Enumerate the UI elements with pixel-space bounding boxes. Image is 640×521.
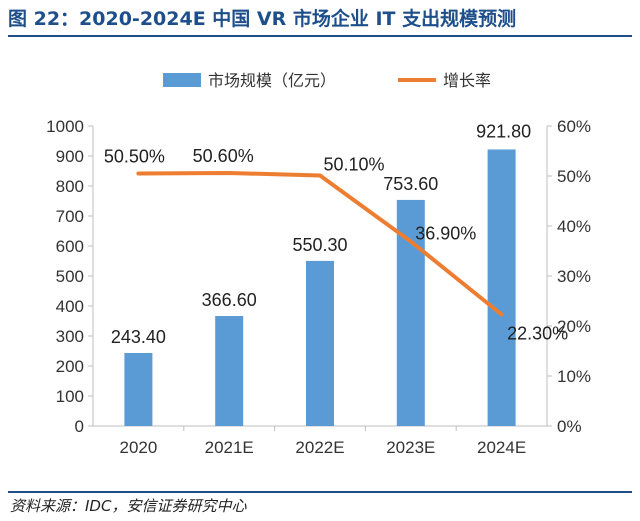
source-note: 资料来源：IDC，安信证券研究中心: [10, 497, 247, 515]
y-right-tick-label: 60%: [557, 117, 591, 136]
bar: [487, 149, 516, 426]
bar-value-label: 550.30: [292, 235, 347, 255]
y-left-tick-label: 600: [56, 237, 84, 256]
bar: [215, 316, 244, 426]
line-value-label: 22.30%: [507, 324, 568, 344]
line-value-label: 36.90%: [415, 224, 476, 244]
bar-value-label: 753.60: [383, 174, 438, 194]
legend-swatch-bar: [163, 73, 201, 87]
y-left-tick-label: 900: [56, 147, 84, 166]
y-right-tick-label: 50%: [557, 167, 591, 186]
y-left-tick-label: 0: [75, 417, 84, 436]
y-left-tick-label: 200: [56, 357, 84, 376]
growth-line: [136, 171, 504, 317]
y-left-tick-label: 700: [56, 207, 84, 226]
bar-value-label: 921.80: [476, 121, 531, 141]
source-divider: [8, 491, 632, 493]
axes: 0 100 200 300 400 500 600 700 800 900 1000 0% 10% 20%…: [46, 117, 591, 457]
line-series: [136, 171, 504, 317]
line-value-label: 50.60%: [193, 146, 254, 166]
x-tick-label: 2021E: [205, 438, 254, 457]
y-left-tick-label: 800: [56, 177, 84, 196]
y-left-tick-label: 300: [56, 327, 84, 346]
y-left-tick-label: 100: [56, 387, 84, 406]
legend-label-bar: 市场规模（亿元）: [208, 72, 336, 90]
y-right-tick-label: 20%: [557, 317, 591, 336]
bar-value-label: 366.60: [202, 290, 257, 310]
title-divider: [8, 35, 632, 37]
x-tick-label: 2020: [119, 438, 157, 457]
bar-series: [124, 149, 516, 426]
y-right-tick-label: 10%: [557, 367, 591, 386]
y-right-tick-label: 30%: [557, 267, 591, 286]
y-left-tick-label: 1000: [46, 117, 84, 136]
bar: [124, 352, 153, 426]
legend: 市场规模（亿元） 增长率: [163, 72, 491, 90]
chart-title: 图 22：2020-2024E 中国 VR 市场企业 IT 支出规模预测: [8, 8, 517, 30]
y-left-tick-label: 400: [56, 297, 84, 316]
x-tick-label: 2024E: [477, 438, 526, 457]
bar-value-label: 243.40: [111, 327, 166, 347]
y-right-tick-label: 0%: [557, 417, 582, 436]
x-tick-label: 2023E: [386, 438, 435, 457]
y-left-tick-label: 500: [56, 267, 84, 286]
line-value-label: 50.10%: [323, 155, 384, 175]
bar: [306, 260, 334, 426]
x-tick-label: 2022E: [295, 438, 344, 457]
data-labels: 243.40 366.60 550.30 753.60 921.80 50.50% 50.6…: [104, 121, 568, 347]
legend-label-line: 增长率: [443, 72, 491, 90]
y-right-tick-label: 40%: [557, 217, 591, 236]
line-value-label: 50.50%: [104, 147, 165, 167]
bar: [396, 199, 425, 426]
